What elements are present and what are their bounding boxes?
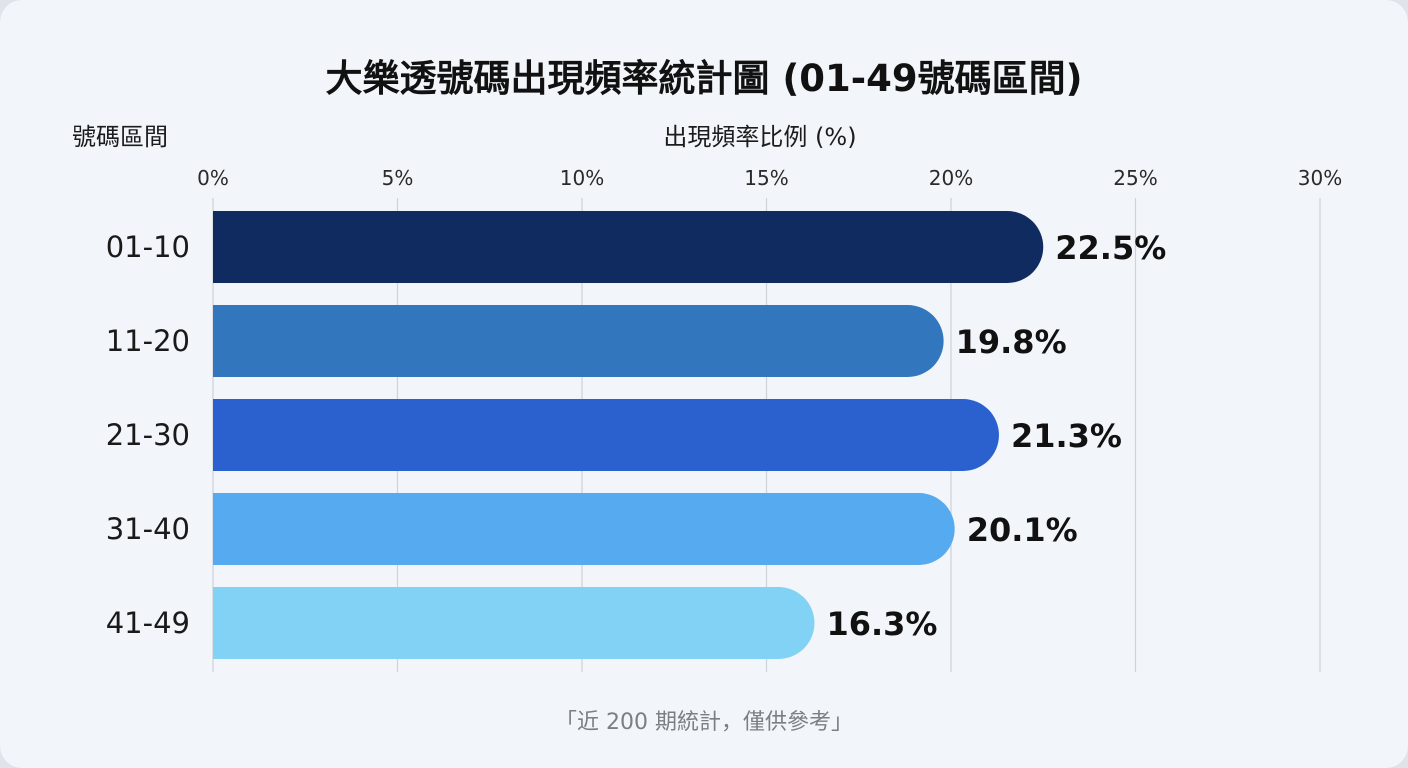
x-tick-label: 20% — [929, 166, 973, 190]
x-tick-label: 25% — [1113, 166, 1157, 190]
value-label: 16.3% — [826, 605, 937, 643]
bars — [213, 211, 1044, 659]
value-label: 22.5% — [1055, 229, 1166, 267]
x-tick-label: 5% — [382, 166, 414, 190]
x-tick-label: 15% — [744, 166, 788, 190]
bar-11-20 — [213, 305, 944, 377]
chart-title: 大樂透號碼出現頻率統計圖 (01-49號碼區間) — [325, 57, 1083, 100]
y-axis-title: 號碼區間 — [72, 123, 168, 151]
category-label: 11-20 — [106, 324, 190, 358]
x-tick-label: 0% — [197, 166, 229, 190]
footnote: 「近 200 期統計，僅供參考」 — [555, 710, 853, 735]
x-tick-label: 10% — [560, 166, 604, 190]
bar-41-49 — [213, 587, 815, 659]
value-label: 19.8% — [956, 323, 1067, 361]
y-axis-categories: 01-10 11-20 21-30 31-40 41-49 — [106, 230, 190, 640]
x-axis-title: 出現頻率比例 (%) — [663, 123, 857, 151]
category-label: 41-49 — [106, 606, 190, 640]
x-axis-ticks: 0% 5% 10% 15% 20% 25% 30% — [197, 166, 1342, 190]
x-tick-label: 30% — [1298, 166, 1342, 190]
value-label: 21.3% — [1011, 417, 1122, 455]
category-label: 21-30 — [106, 418, 190, 452]
category-label: 01-10 — [106, 230, 190, 264]
value-labels: 22.5% 19.8% 21.3% 20.1% 16.3% — [826, 229, 1166, 643]
category-label: 31-40 — [106, 512, 190, 546]
bar-31-40 — [213, 493, 955, 565]
bar-01-10 — [213, 211, 1044, 283]
bar-21-30 — [213, 399, 999, 471]
value-label: 20.1% — [967, 511, 1078, 549]
